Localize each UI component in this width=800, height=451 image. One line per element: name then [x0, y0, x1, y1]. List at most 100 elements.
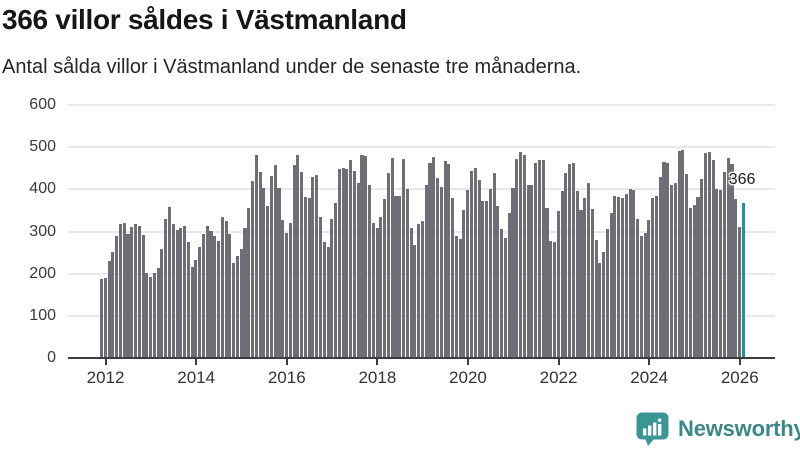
bar [575, 190, 579, 357]
bar [190, 266, 194, 357]
bar [715, 189, 719, 357]
bar [368, 184, 372, 357]
bar [133, 224, 138, 357]
bar [451, 198, 455, 357]
bar [530, 184, 534, 357]
plot-area: 2012 2014 2016 2018 2020 2022 2024 2026 [68, 104, 775, 387]
bar [386, 172, 390, 357]
bar [639, 235, 643, 357]
x-axis-label: 2018 [358, 368, 397, 387]
bar [624, 194, 628, 357]
x-axis-label: 2016 [267, 368, 306, 387]
bar [730, 164, 734, 357]
bar [152, 273, 156, 357]
bar [654, 195, 659, 357]
bar [605, 229, 609, 357]
bar [462, 210, 466, 357]
bar [220, 216, 224, 357]
bar [118, 224, 122, 357]
bar [477, 180, 481, 357]
bar [711, 160, 715, 357]
bar [496, 206, 500, 357]
bar [137, 225, 141, 357]
bar [458, 238, 462, 357]
bar [564, 172, 568, 357]
x-axis-label: 2014 [177, 368, 216, 387]
bar [149, 277, 153, 357]
bar [183, 225, 187, 357]
bar [160, 249, 164, 357]
bar [337, 169, 341, 357]
bar [688, 207, 692, 357]
newsworthy-logo[interactable]: Newsworthy [636, 412, 800, 446]
bar [413, 245, 417, 357]
chart-subtitle: Antal sålda villor i Västmanland under d… [2, 56, 582, 78]
bar [424, 184, 428, 357]
bar [447, 163, 451, 357]
bar [443, 161, 447, 357]
bar [247, 207, 251, 357]
bar [213, 235, 217, 357]
bar [602, 252, 606, 357]
bar [428, 163, 432, 357]
y-axis-label: 500 [29, 138, 56, 156]
x-axis-line [68, 356, 775, 359]
bar [334, 202, 338, 357]
bar [126, 234, 130, 357]
bar [586, 182, 591, 357]
x-axis-label: 2026 [720, 368, 759, 387]
bar [171, 224, 175, 357]
bar [232, 262, 236, 357]
bar [503, 237, 508, 357]
bar [194, 260, 198, 357]
bar [156, 268, 160, 357]
bar [643, 233, 647, 357]
bar [405, 189, 409, 357]
bar [700, 178, 704, 357]
x-axis-tick [104, 359, 107, 365]
bar [235, 255, 239, 357]
bar [556, 211, 560, 357]
bar [609, 213, 613, 357]
bar [598, 262, 602, 357]
bar [507, 213, 511, 357]
bar [666, 163, 670, 357]
bar [243, 227, 247, 357]
bar [707, 152, 711, 357]
bar [492, 172, 496, 357]
bar [628, 188, 632, 357]
bar [254, 155, 258, 357]
bar [292, 165, 296, 357]
bar [534, 163, 538, 357]
bar [398, 195, 402, 357]
bar [590, 209, 594, 357]
bar [481, 201, 485, 357]
bar [420, 220, 424, 357]
bar [568, 164, 572, 357]
newsworthy-wordmark: Newsworthy [678, 416, 800, 441]
x-axis-tick [466, 359, 469, 365]
bar [636, 218, 640, 357]
x-axis-label: 2024 [630, 368, 669, 387]
bar [417, 224, 421, 357]
bar [632, 190, 636, 357]
bar [258, 172, 262, 357]
bar [726, 157, 730, 357]
bar [175, 229, 179, 357]
bar [217, 240, 221, 357]
bar [224, 220, 228, 357]
bar [371, 222, 375, 357]
x-axis-tick [738, 359, 741, 365]
gridline [68, 146, 775, 149]
bar [409, 227, 413, 357]
bar [345, 168, 349, 357]
bar [107, 261, 111, 357]
bar [677, 151, 681, 357]
x-axis-tick [557, 359, 560, 365]
bar [100, 279, 104, 357]
bar [692, 205, 696, 357]
bar [379, 217, 383, 357]
bar [394, 195, 398, 357]
bar [651, 197, 655, 357]
